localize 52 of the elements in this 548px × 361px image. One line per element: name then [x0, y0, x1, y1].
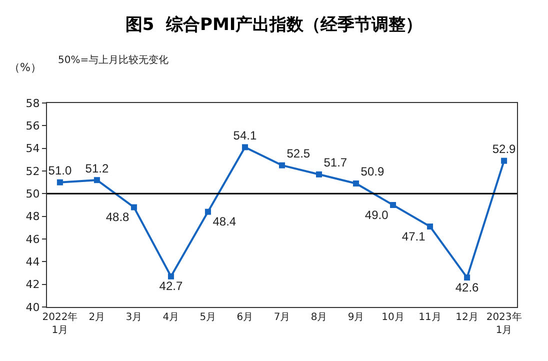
data-label: 48.8 [106, 210, 130, 224]
point [427, 224, 434, 230]
point [316, 171, 322, 178]
y-tick-label: 42 [26, 278, 40, 292]
y-tick-label: 54 [26, 142, 40, 156]
text: 50%=与上月比较无变化 [58, 54, 169, 66]
y-tick-label: 48 [26, 210, 40, 224]
point [130, 204, 137, 210]
y-tick-label: 58 [26, 96, 40, 110]
data-label: 49.0 [364, 208, 389, 222]
data-label: 50.9 [360, 164, 384, 179]
chart-title: 图5 综合PMI产出指数（经季节调整） [125, 14, 423, 35]
x-tick-label: 8月 [310, 312, 328, 323]
y-tick-label: 44 [26, 256, 40, 269]
point [390, 202, 396, 208]
data-label: 52.9 [492, 142, 516, 156]
y-tick-label: 50 [26, 188, 40, 201]
data-label: 42.7 [159, 279, 183, 294]
x-tick-label: 10月 [382, 312, 404, 323]
point [168, 273, 174, 280]
point [464, 274, 470, 281]
y-tick-label: 40 [26, 300, 40, 314]
x-tick-label: 2022年 1月 [42, 311, 78, 336]
y-tick-label: 46 [26, 232, 40, 246]
x-tick-label: 6月 [236, 312, 254, 323]
point [204, 208, 211, 215]
point [94, 177, 100, 184]
y-tick-label: 56 [26, 120, 40, 133]
x-tick-label: 9月 [348, 312, 364, 323]
y-tick-label: 52 [26, 164, 40, 178]
y-axis-title: （%） [9, 61, 42, 74]
x-tick-label: 12月 [456, 312, 478, 323]
point [56, 179, 63, 186]
x-tick-label: 11月 [418, 312, 442, 323]
data-label: 42.6 [455, 280, 480, 294]
point [279, 162, 285, 168]
data-label: 51.7 [324, 156, 348, 170]
point [353, 180, 360, 186]
x-tick-label: 2023年 1月 [486, 311, 522, 336]
data-label: 48.4 [212, 214, 236, 229]
x-tick-label: 4月 [162, 312, 180, 323]
x-tick-label: 3月 [126, 312, 142, 323]
data-label: 51.0 [48, 164, 72, 178]
data-label: 47.1 [402, 229, 426, 244]
data-label: 54.1 [233, 128, 257, 142]
point [242, 144, 248, 150]
x-tick-label: 7月 [274, 312, 290, 323]
data-label: 51.2 [85, 161, 109, 176]
data-label: 52.5 [286, 146, 310, 161]
point [501, 158, 508, 164]
x-tick-label: 2月 [88, 312, 106, 323]
x-tick-label: 5月 [200, 312, 216, 323]
